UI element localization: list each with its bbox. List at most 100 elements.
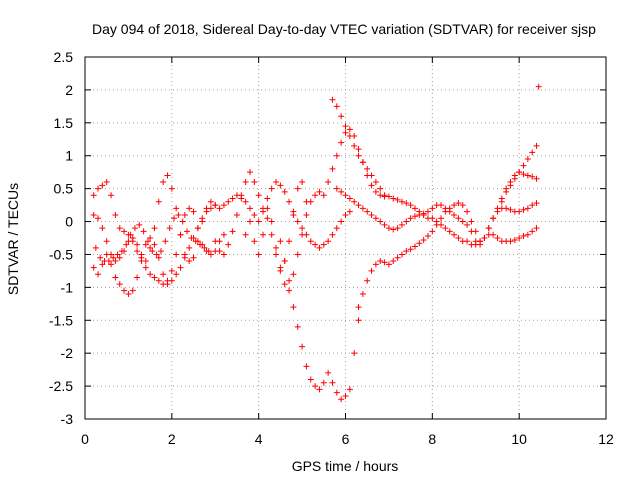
- data-point: [149, 248, 156, 255]
- data-point: [325, 238, 332, 245]
- data-point: [433, 221, 440, 228]
- data-point: [503, 188, 510, 195]
- data-point: [511, 175, 518, 182]
- x-axis-label: GPS time / hours: [292, 458, 399, 474]
- data-point: [260, 208, 267, 215]
- data-point: [251, 179, 258, 186]
- series-track-i: [333, 169, 540, 248]
- data-point: [390, 226, 397, 233]
- data-point: [290, 271, 297, 278]
- data-point: [181, 254, 188, 261]
- data-point: [329, 231, 336, 238]
- data-point: [207, 205, 214, 212]
- data-point: [299, 343, 306, 350]
- data-point: [390, 195, 397, 202]
- data-point: [153, 251, 160, 258]
- data-point: [455, 235, 462, 241]
- data-point: [225, 198, 232, 205]
- data-point: [171, 215, 178, 222]
- data-point: [464, 238, 471, 245]
- data-point: [507, 182, 514, 189]
- data-point: [286, 238, 293, 245]
- data-point: [520, 162, 527, 169]
- data-point: [464, 221, 471, 228]
- x-tick-label: 2: [168, 431, 176, 447]
- y-axis-label: SDTVAR / TECUs: [5, 183, 21, 295]
- data-point: [520, 233, 527, 240]
- data-point: [294, 323, 301, 330]
- data-point: [407, 202, 414, 209]
- data-point: [368, 182, 375, 189]
- data-point: [110, 254, 117, 261]
- data-point: [346, 208, 353, 215]
- data-point: [251, 238, 258, 245]
- data-point: [420, 236, 427, 243]
- data-point: [129, 235, 136, 241]
- data-point: [268, 218, 275, 225]
- data-point: [377, 192, 384, 199]
- data-point: [533, 142, 540, 149]
- data-point: [99, 261, 106, 268]
- data-point: [316, 386, 323, 393]
- data-point: [142, 241, 149, 248]
- data-point: [281, 258, 288, 265]
- data-point: [307, 376, 314, 383]
- data-point: [233, 192, 240, 199]
- data-point: [312, 192, 319, 199]
- data-point: [446, 228, 453, 235]
- x-tick-label: 10: [511, 431, 527, 447]
- data-point: [238, 195, 245, 202]
- data-point: [355, 202, 362, 209]
- data-point: [116, 225, 123, 232]
- data-point: [99, 225, 106, 232]
- data-point: [359, 159, 366, 166]
- series-track-e: [212, 169, 327, 294]
- data-point: [329, 379, 336, 386]
- data-point: [186, 205, 193, 212]
- series-track-c: [90, 202, 219, 297]
- data-point: [203, 208, 210, 215]
- data-point: [407, 215, 414, 222]
- data-point: [90, 211, 97, 218]
- data-point: [535, 83, 542, 90]
- data-point: [394, 225, 401, 232]
- data-point: [299, 225, 306, 232]
- data-point: [190, 208, 197, 215]
- data-point: [364, 277, 371, 284]
- series-track-j: [355, 200, 540, 311]
- data-point: [177, 264, 184, 271]
- data-point: [140, 228, 147, 235]
- data-point: [142, 264, 149, 271]
- data-point: [394, 196, 401, 203]
- data-point: [411, 243, 418, 250]
- data-point: [162, 238, 169, 245]
- data-point: [342, 123, 349, 130]
- data-point: [155, 277, 162, 284]
- data-point: [477, 238, 484, 245]
- data-point: [184, 228, 191, 235]
- y-tick-label: 0.5: [54, 181, 74, 197]
- data-point: [385, 261, 392, 268]
- data-point: [190, 254, 197, 261]
- data-point: [455, 215, 462, 222]
- data-point: [446, 205, 453, 212]
- data-point: [511, 236, 518, 243]
- data-point: [136, 221, 143, 228]
- data-point: [338, 396, 345, 403]
- data-point: [455, 200, 462, 207]
- data-point: [459, 218, 466, 225]
- data-point: [359, 205, 366, 212]
- data-point: [507, 206, 514, 213]
- data-point: [225, 241, 232, 248]
- data-point: [220, 202, 227, 209]
- data-point: [398, 251, 405, 258]
- data-point: [121, 228, 128, 235]
- data-point: [95, 271, 102, 278]
- data-point: [355, 304, 362, 311]
- data-point: [533, 200, 540, 207]
- data-point: [290, 304, 297, 311]
- data-point: [359, 290, 366, 297]
- data-point: [286, 287, 293, 294]
- data-point: [411, 213, 418, 220]
